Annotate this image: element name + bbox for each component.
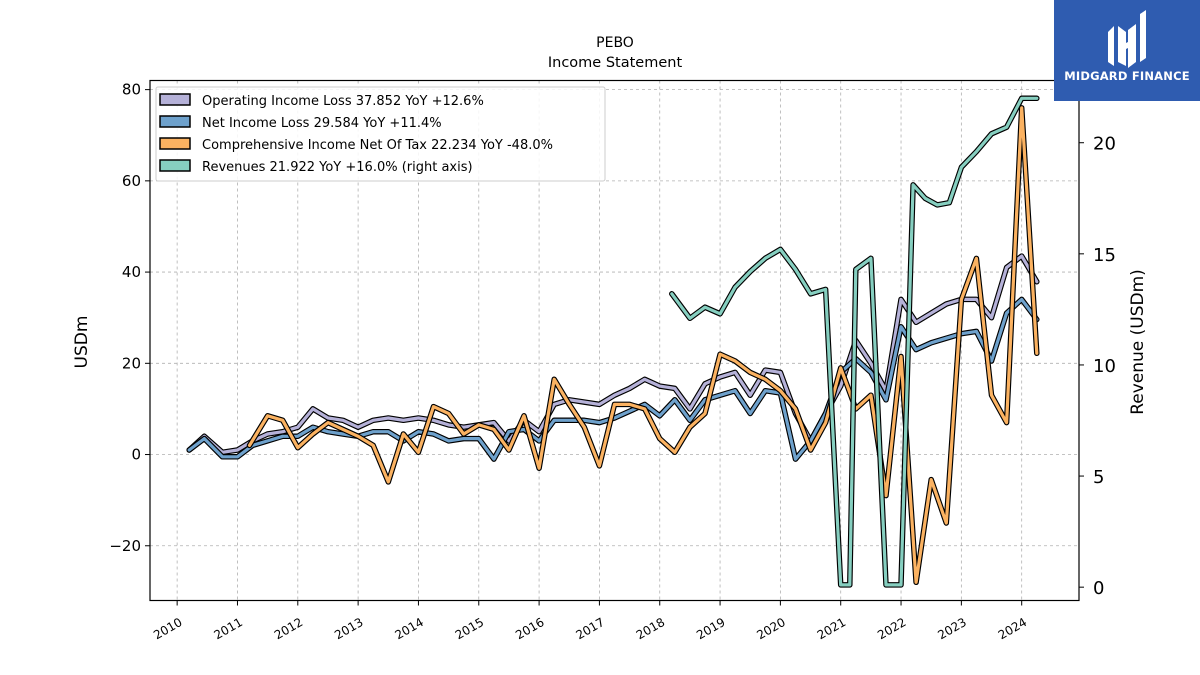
series-revenues (669, 95, 1040, 588)
legend-entry: Operating Income Loss 37.852 YoY +12.6% (202, 94, 484, 109)
y2-tick-label: 10 (1093, 356, 1116, 377)
legend-swatch (159, 137, 191, 150)
x-tick-label: 2021 (815, 615, 848, 642)
midgard-finance-logo: MIDGARD FINANCE (1054, 0, 1200, 101)
y2-axis-label: Revenue (USDm) (1128, 269, 1148, 415)
x-tick-label: 2023 (935, 615, 968, 642)
x-tick-label: 2012 (272, 615, 305, 642)
x-tick-label: 2019 (694, 615, 727, 642)
y2-tick-label: 5 (1093, 467, 1104, 488)
y2-tick-label: 0 (1093, 578, 1104, 599)
legend-entry: Revenues 21.922 YoY +16.0% (right axis) (202, 160, 473, 175)
legend-swatch (159, 115, 191, 128)
x-axis: 2010 2011 2012 2013 2014 2015 2016 2017 2018 2019… (151, 600, 1029, 642)
y-axis-right: 0 5 10 15 20 (1079, 134, 1116, 599)
y-tick-label: 80 (122, 81, 141, 99)
chart-subtitle: Income Statement (548, 55, 683, 71)
series-line (670, 96, 1039, 587)
legend-swatch (159, 93, 191, 106)
x-tick-label: 2024 (996, 615, 1029, 642)
y-tick-label: −20 (109, 537, 141, 555)
x-tick-label: 2014 (392, 615, 425, 642)
x-tick-label: 2011 (212, 615, 245, 642)
legend-swatch (159, 159, 191, 172)
y-tick-label: 20 (122, 354, 141, 372)
x-tick-label: 2020 (754, 615, 787, 642)
series-operating-income-loss (186, 253, 1040, 456)
y-tick-label: 40 (122, 263, 141, 281)
series-line (187, 297, 1039, 461)
brand-name: MIDGARD FINANCE (1064, 69, 1190, 83)
legend-entry: Comprehensive Income Net Of Tax 22.234 Y… (202, 138, 553, 153)
x-tick-label: 2016 (513, 615, 546, 642)
legend: Operating Income Loss 37.852 YoY +12.6% N… (155, 86, 606, 182)
x-tick-label: 2017 (573, 615, 606, 642)
y2-tick-label: 15 (1093, 245, 1116, 266)
series-net-income-loss (186, 296, 1040, 462)
y-tick-label: 60 (122, 172, 141, 190)
plot-lines (186, 95, 1040, 588)
logo-mark-icon (1108, 10, 1146, 68)
x-tick-label: 2022 (875, 615, 908, 642)
y-tick-label: 0 (131, 446, 141, 464)
chart-title: PEBO (596, 35, 634, 51)
y2-tick-label: 20 (1093, 134, 1116, 155)
x-tick-label: 2010 (151, 615, 184, 642)
y-axis-left: −20 0 20 40 60 80 (109, 81, 150, 555)
series-line (187, 254, 1039, 454)
x-tick-label: 2018 (634, 615, 667, 642)
x-tick-label: 2013 (332, 615, 365, 642)
x-tick-label: 2015 (453, 615, 486, 642)
plot-frame (149, 79, 1080, 602)
legend-entry: Net Income Loss 29.584 YoY +11.4% (202, 116, 442, 131)
legend-box (155, 86, 606, 182)
y-axis-label: USDm (72, 316, 92, 369)
